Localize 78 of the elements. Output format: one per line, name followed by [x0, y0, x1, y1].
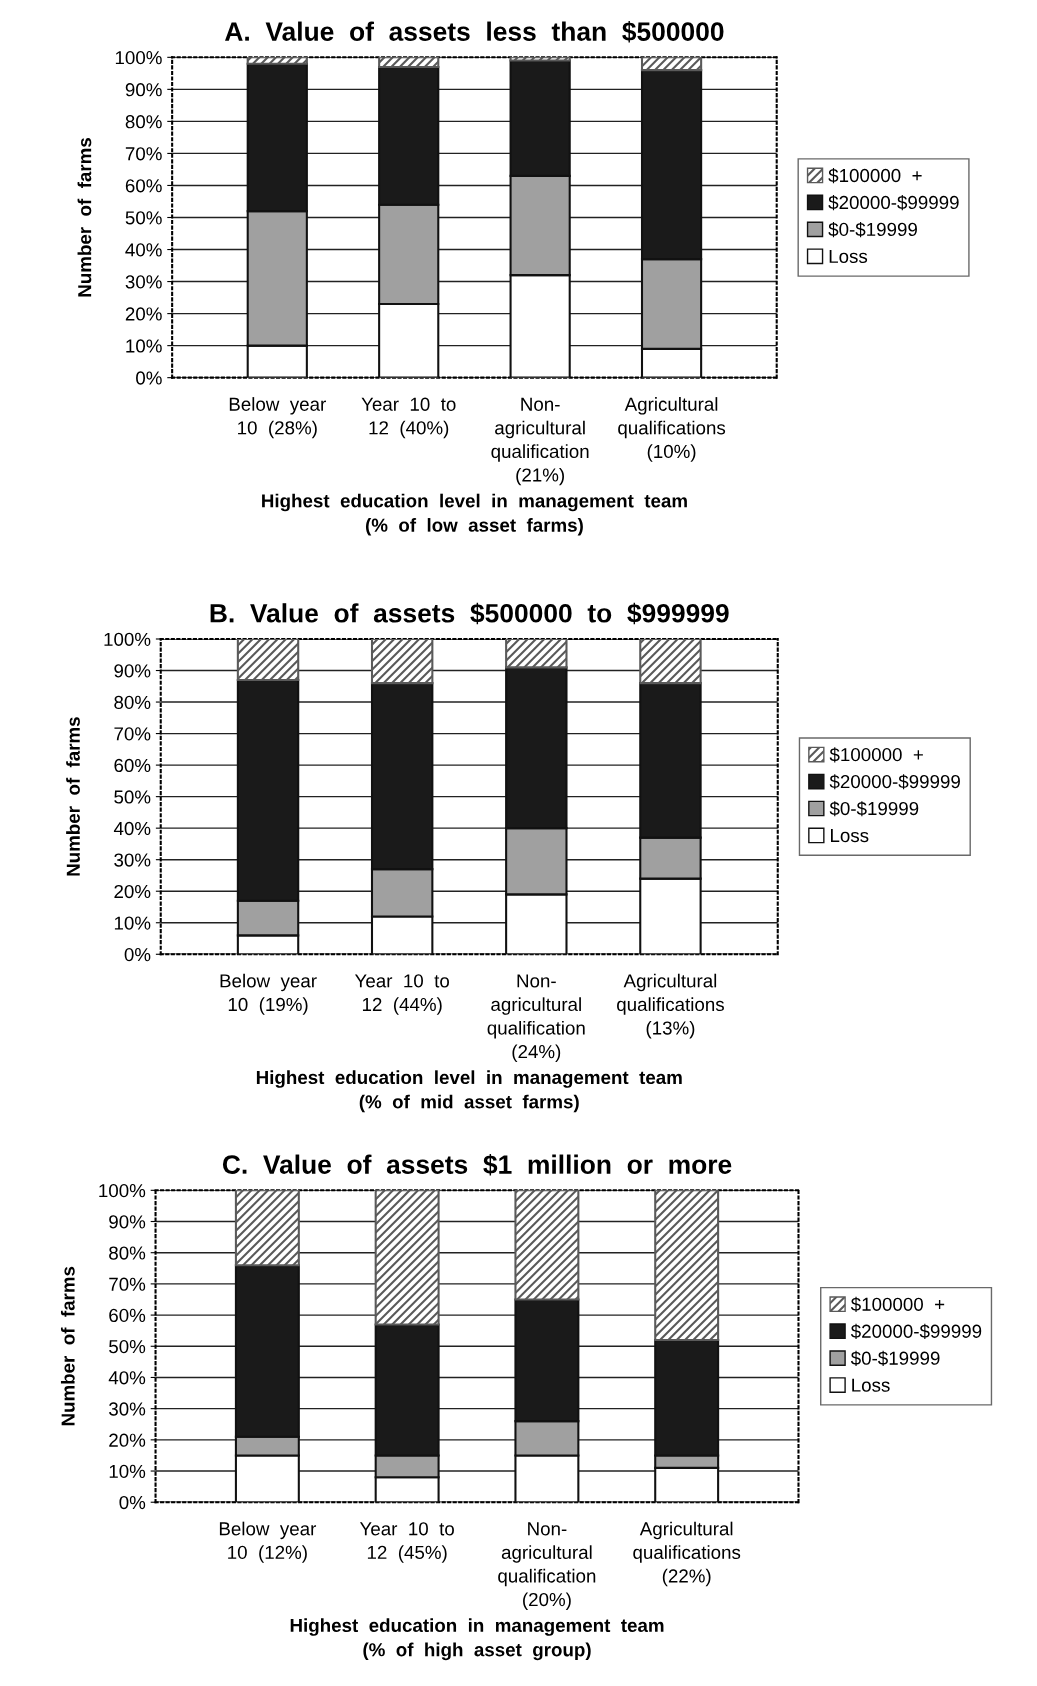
y-tick-label: 80%	[125, 115, 162, 129]
x-tick-label: Non- agricultural qualification (20%)	[498, 1522, 596, 1610]
legend-label: $0-$19999	[829, 801, 919, 817]
x-tick-label: Year 10 to 12 (40%)	[361, 397, 456, 439]
y-tick-label: 50%	[125, 211, 162, 225]
y-tick-label: 10%	[126, 339, 162, 353]
y-tick-label: 30%	[114, 853, 151, 867]
legend-label: $20000-$99999	[829, 774, 960, 790]
y-tick-label: 40%	[108, 1371, 146, 1385]
chart-title: B. Value of assets $500000 to $999999	[210, 602, 729, 625]
y-tick-label: 50%	[114, 790, 151, 804]
x-tick-label: Agricultural qualifications (10%)	[618, 397, 726, 462]
y-tick-label: 90%	[114, 664, 151, 678]
y-tick-label: 60%	[125, 179, 162, 193]
bar	[509, 57, 571, 62]
y-tick-label: 100%	[104, 632, 151, 646]
y-tick-label: 100%	[99, 1184, 146, 1198]
legend-label: $100000 +	[850, 1296, 945, 1313]
legend-label: $0-$19999	[850, 1350, 940, 1366]
bar	[234, 1190, 300, 1267]
y-tick-label: 80%	[109, 1246, 146, 1260]
x-axis-title: Highest education in management team (% of high asset group)	[290, 1618, 664, 1661]
x-tick-label: Year 10 to 12 (44%)	[354, 974, 450, 1015]
y-tick-label: 40%	[125, 243, 162, 257]
x-tick-label: Below year 10 (19%)	[220, 973, 317, 1015]
y-tick-label: 20%	[114, 884, 151, 899]
y-tick-label: 30%	[109, 1402, 146, 1416]
y-tick-label: 30%	[125, 275, 162, 289]
y-tick-label: 90%	[109, 1215, 146, 1229]
y-tick-label: 10%	[109, 1464, 146, 1479]
chart-title: C. Value of assets $1 million or more	[222, 1154, 732, 1176]
legend-label: $20000-$99999	[850, 1323, 982, 1339]
bar	[370, 638, 434, 685]
y-tick-label: 100%	[115, 51, 162, 65]
legend-label: Loss	[852, 1378, 890, 1392]
y-tick-label: 10%	[114, 916, 151, 930]
legend-label: $20000-$99999	[828, 195, 959, 211]
y-tick-label: 90%	[125, 83, 162, 97]
y-tick-label: 60%	[114, 758, 151, 773]
y-tick-label: 20%	[109, 1433, 146, 1447]
legend-label: $100000 +	[829, 747, 923, 763]
y-tick-label: 50%	[109, 1339, 146, 1354]
y-axis-title: Number of farms	[77, 138, 92, 297]
legend-label: $0-$19999	[828, 221, 917, 238]
legend-label: Loss	[829, 249, 868, 264]
y-tick-label: 70%	[114, 727, 151, 741]
y-tick-label: 80%	[114, 695, 151, 710]
y-tick-label: 0%	[136, 371, 162, 385]
bar	[654, 1190, 720, 1342]
x-tick-label: Agricultural qualifications (22%)	[633, 1521, 741, 1587]
bar	[378, 57, 440, 68]
chart-title: A. Value of assets less than $500000	[225, 21, 724, 43]
y-tick-label: 70%	[109, 1277, 146, 1291]
bar	[639, 638, 702, 685]
bar	[514, 1190, 580, 1301]
bar	[374, 1190, 440, 1326]
legend-label: Loss	[831, 829, 869, 843]
bar	[246, 57, 308, 65]
y-axis-title: Number of farms	[66, 717, 80, 876]
y-tick-label: 0%	[119, 1495, 146, 1510]
x-tick-label: Non- agricultural qualification (21%)	[491, 397, 589, 486]
x-tick-label: Agricultural qualifications (13%)	[617, 973, 724, 1039]
bar	[640, 57, 703, 72]
y-tick-label: 20%	[125, 307, 162, 321]
bar	[236, 638, 300, 682]
x-axis-title: Highest education level in management team (% of low asset farms)	[262, 493, 687, 536]
y-tick-label: 40%	[113, 821, 151, 836]
y-tick-label: 0%	[124, 947, 151, 962]
y-axis-title: Number of farms	[60, 1266, 75, 1426]
legend-label: $100000 +	[828, 168, 922, 184]
x-axis-title: Highest education level in management team (% of mid asset farms)	[256, 1070, 682, 1113]
bar	[505, 638, 568, 669]
x-tick-label: Year 10 to 12 (45%)	[359, 1522, 454, 1563]
y-tick-label: 60%	[109, 1308, 146, 1323]
x-tick-label: Below year 10 (28%)	[229, 397, 326, 439]
x-tick-label: Non- agricultural qualification (24%)	[487, 974, 585, 1062]
x-tick-label: Below year 10 (12%)	[219, 1521, 317, 1563]
y-tick-label: 70%	[125, 147, 162, 161]
